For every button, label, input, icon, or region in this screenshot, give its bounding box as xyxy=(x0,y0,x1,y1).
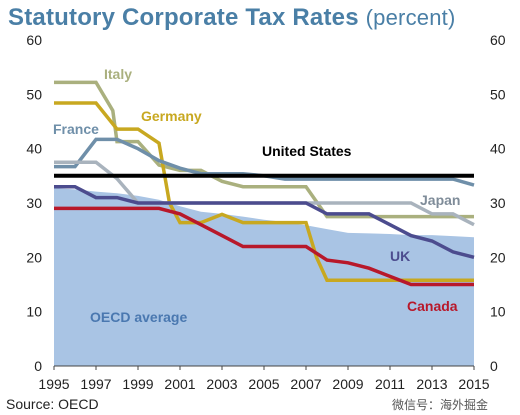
x-tick: 2011 xyxy=(375,376,405,392)
series-label-canada: Canada xyxy=(407,298,458,314)
x-tick: 2009 xyxy=(332,376,363,392)
x-tick: 2001 xyxy=(164,376,195,392)
x-tick: 2007 xyxy=(290,376,321,392)
y-tick-right: 20 xyxy=(490,249,506,265)
line-layer xyxy=(54,80,475,287)
series-label-france: France xyxy=(53,121,99,137)
x-tick: 2015 xyxy=(458,376,489,392)
y-tick-right: 40 xyxy=(490,141,506,157)
series-line-canada xyxy=(54,206,474,287)
x-tick: 2005 xyxy=(248,376,279,392)
series-label-germany: Germany xyxy=(141,108,202,124)
x-tick: 2003 xyxy=(206,376,237,392)
y-tick-right: 60 xyxy=(490,32,506,48)
chart-title: Statutory Corporate Tax Rates (percent) xyxy=(8,4,455,32)
y-tick-left: 40 xyxy=(26,141,42,157)
series-label-italy: Italy xyxy=(104,66,132,82)
y-tick-left: 60 xyxy=(26,32,42,48)
y-tick-right: 10 xyxy=(490,304,506,320)
watermark: 微信号：海外掘金 xyxy=(392,398,489,412)
axis-layer: 0 0 10 10 20 20 30 30 40 40 50 50 60 60 1995 1997 1999 20… xyxy=(26,32,505,392)
x-tick: 2013 xyxy=(416,376,447,392)
y-tick-right: 30 xyxy=(490,195,506,211)
series-label-japan: Japan xyxy=(420,192,460,208)
x-tick: 1995 xyxy=(38,376,69,392)
chart-title-main: Statutory Corporate Tax Rates xyxy=(8,4,359,31)
series-label-oecd-average: OECD average xyxy=(90,309,187,325)
y-tick-left: 30 xyxy=(26,195,42,211)
x-tick: 1997 xyxy=(80,376,111,392)
y-tick-right: 0 xyxy=(490,358,498,374)
series-label-uk: UK xyxy=(390,248,410,264)
y-tick-left: 50 xyxy=(26,86,42,102)
series-line-uk xyxy=(54,184,475,259)
series-label-united-states: United States xyxy=(262,143,352,159)
label-layer: OECD average Italy Germany France Japan UK Can… xyxy=(53,66,460,325)
area-layer xyxy=(54,188,474,366)
series-area-oecd-average xyxy=(54,188,474,366)
y-tick-left: 0 xyxy=(34,358,42,374)
x-tick: 1999 xyxy=(122,376,153,392)
y-tick-right: 50 xyxy=(490,86,506,102)
source-note: Source: OECD xyxy=(6,396,99,412)
y-tick-left: 20 xyxy=(26,249,42,265)
chart-title-unit: (percent) xyxy=(365,5,456,30)
y-tick-left: 10 xyxy=(26,304,42,320)
